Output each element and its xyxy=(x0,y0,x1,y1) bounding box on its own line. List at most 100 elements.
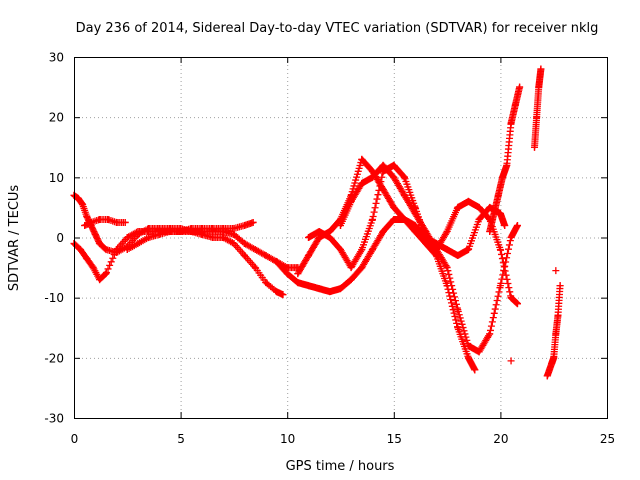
data-point xyxy=(83,255,91,263)
data-point xyxy=(123,246,131,254)
data-point xyxy=(475,215,483,223)
data-point xyxy=(463,336,471,344)
data-point xyxy=(501,221,509,229)
data-point xyxy=(326,288,334,296)
data-point xyxy=(390,215,398,223)
data-point xyxy=(475,348,483,356)
data-point xyxy=(504,245,512,253)
data-point xyxy=(513,221,521,229)
data-point xyxy=(494,191,502,199)
data-point xyxy=(444,267,452,275)
data-point xyxy=(422,227,430,235)
data-point xyxy=(347,264,355,272)
data-point xyxy=(493,297,501,305)
x-axis-label: GPS time / hours xyxy=(286,459,395,474)
data-point xyxy=(372,199,380,207)
data-point xyxy=(451,293,459,301)
data-point xyxy=(457,317,465,325)
data-point xyxy=(443,282,451,290)
data-point xyxy=(347,276,355,284)
data-point xyxy=(368,246,376,254)
x-tick-label: 20 xyxy=(493,432,508,446)
data-point xyxy=(134,227,142,235)
data-point xyxy=(496,282,504,290)
data-point xyxy=(273,258,281,266)
data-point xyxy=(533,113,541,121)
data-point xyxy=(262,252,270,260)
data-point xyxy=(491,305,499,313)
data-point xyxy=(113,218,121,226)
data-point xyxy=(490,209,498,217)
data-point xyxy=(464,342,472,350)
data-point xyxy=(537,65,545,73)
data-point xyxy=(390,203,398,211)
data-point xyxy=(241,221,249,229)
data-point xyxy=(76,246,84,254)
data-point xyxy=(358,246,366,254)
data-point xyxy=(516,83,524,91)
data-point xyxy=(155,230,163,238)
x-tick-label: 25 xyxy=(600,432,615,446)
data-point xyxy=(487,322,495,330)
data-point xyxy=(503,254,511,262)
data-point xyxy=(230,230,238,238)
data-point xyxy=(209,224,217,232)
data-point xyxy=(262,279,270,287)
data-point xyxy=(447,299,455,307)
data-point xyxy=(379,185,387,193)
data-point xyxy=(503,275,511,283)
data-point xyxy=(219,224,227,232)
data-point xyxy=(241,252,249,260)
data-point xyxy=(556,282,564,290)
data-point xyxy=(294,279,302,287)
data-point xyxy=(445,289,453,297)
data-point xyxy=(110,251,118,259)
data-point xyxy=(471,366,479,374)
data-point xyxy=(507,294,515,302)
data-point xyxy=(374,191,382,199)
data-point xyxy=(96,215,104,223)
data-point xyxy=(443,246,451,254)
data-point xyxy=(486,326,494,334)
y-tick-label: 0 xyxy=(56,231,64,245)
data-point xyxy=(251,246,259,254)
data-point xyxy=(454,324,462,332)
data-point xyxy=(451,313,459,321)
data-point xyxy=(145,227,153,235)
data-point xyxy=(326,227,334,235)
data-point xyxy=(219,234,227,241)
data-point xyxy=(241,240,249,248)
x-tick-labels: 0 5 10 15 20 25 xyxy=(71,432,615,446)
data-point xyxy=(315,285,323,293)
data-point xyxy=(499,259,507,267)
data-point xyxy=(107,258,115,266)
data-point xyxy=(502,271,510,279)
y-axis-label: SDTVAR / TECUs xyxy=(7,185,22,292)
data-point xyxy=(83,212,91,220)
data-point xyxy=(552,330,560,338)
x-tick-label: 10 xyxy=(280,432,295,446)
data-point xyxy=(447,295,455,303)
data-point xyxy=(497,250,505,258)
data-point xyxy=(456,314,464,322)
data-point xyxy=(464,246,472,254)
data-point xyxy=(91,230,99,238)
data-point xyxy=(377,178,385,186)
data-point xyxy=(368,215,376,223)
data-point xyxy=(535,83,543,91)
data-point xyxy=(358,179,366,187)
data-marks xyxy=(70,65,564,380)
data-point xyxy=(554,312,562,320)
data-point xyxy=(104,215,112,223)
data-point xyxy=(446,292,454,300)
data-point xyxy=(475,203,483,211)
data-point xyxy=(230,224,238,232)
chart-title: Day 236 of 2014, Sidereal Day-to-day VTE… xyxy=(76,21,599,36)
data-point xyxy=(249,218,257,226)
data-point xyxy=(452,300,460,308)
data-point xyxy=(177,227,185,235)
x-tick-label: 15 xyxy=(387,432,402,446)
data-point xyxy=(74,194,82,202)
grid xyxy=(74,57,607,418)
data-point xyxy=(113,246,121,254)
